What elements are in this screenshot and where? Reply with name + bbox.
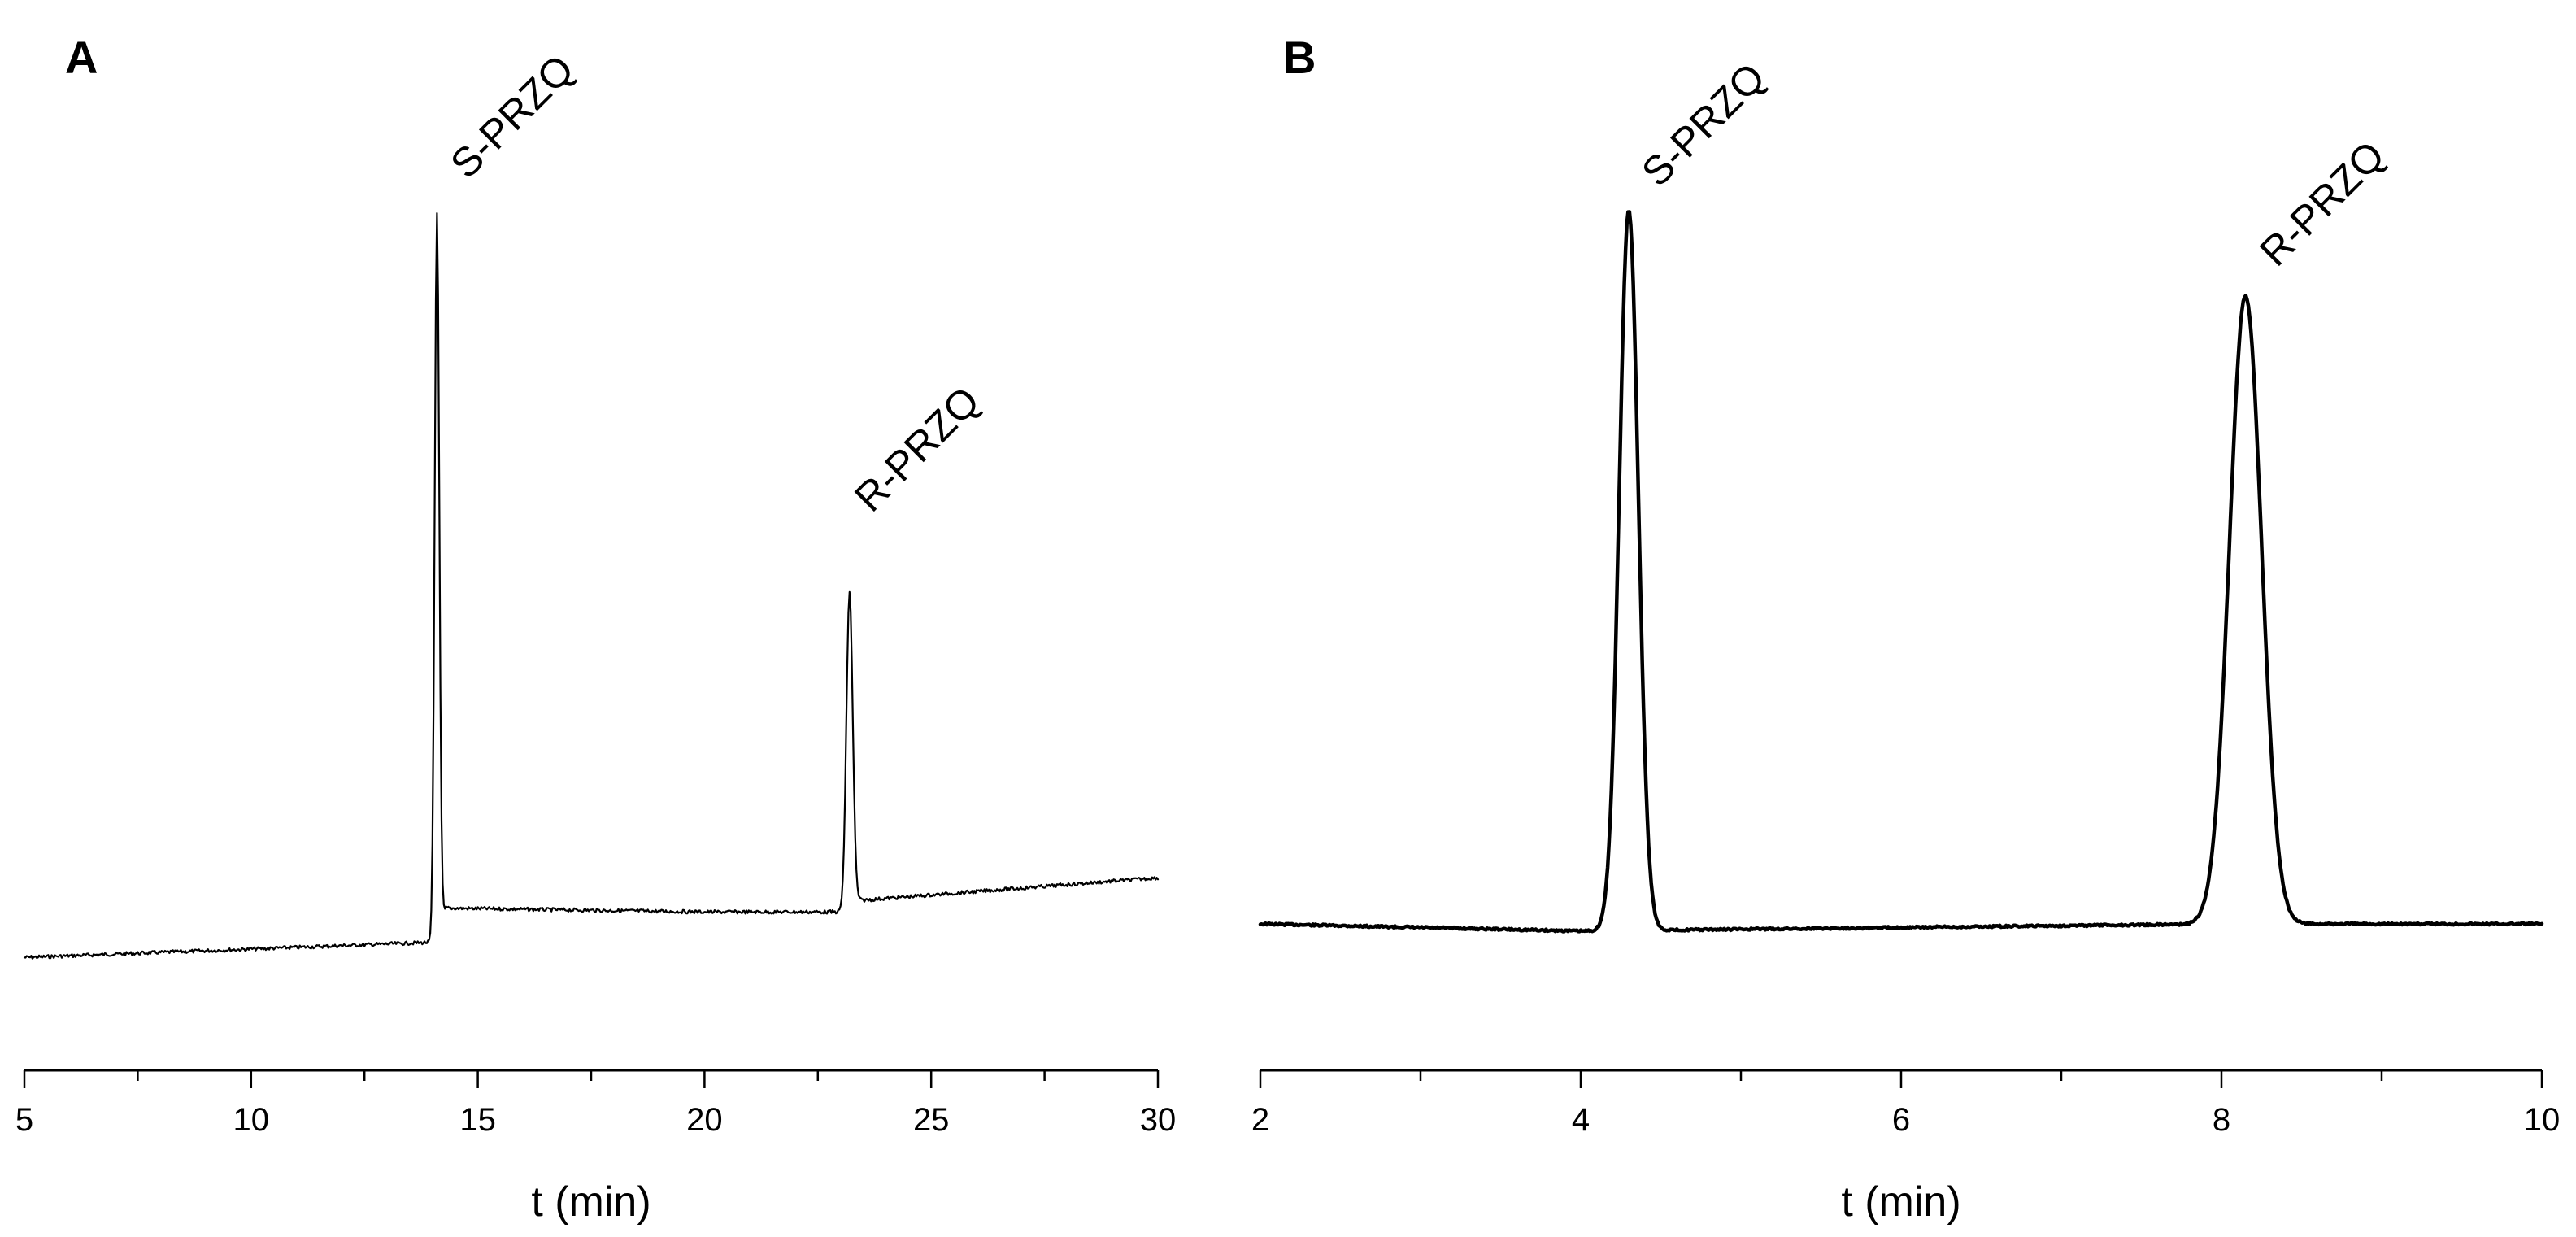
panel-b-peak-label-s-przq: S-PRZQ: [1633, 54, 1773, 195]
panel-a-trace: [23, 212, 1160, 960]
panel-b: B 2 4 6 8 10 t (min) S-PRZQ R-PRZQ: [1251, 32, 2560, 1226]
panel-b-peak-label-r-przq: R-PRZQ: [2251, 133, 2393, 275]
x-tick-label: 6: [1892, 1102, 1910, 1138]
x-tick-label: 25: [913, 1102, 950, 1138]
x-tick-label: 8: [2213, 1102, 2230, 1138]
panel-a-peak-label-s-przq: S-PRZQ: [442, 46, 582, 187]
panel-a-label: A: [65, 32, 98, 83]
x-tick-label: 15: [459, 1102, 496, 1138]
panel-a-x-axis-label: t (min): [531, 1178, 651, 1226]
x-tick-label: 2: [1251, 1102, 1269, 1138]
x-tick-label: 10: [233, 1102, 270, 1138]
x-tick-label: 4: [1572, 1102, 1590, 1138]
x-tick-label: 30: [1140, 1102, 1177, 1138]
panel-b-trace: [1258, 210, 2544, 934]
panel-b-ticks: 2 4 6 8 10: [1251, 1070, 2560, 1138]
x-tick-label: 5: [15, 1102, 33, 1138]
panel-b-x-axis-label: t (min): [1841, 1178, 1960, 1226]
panel-b-label: B: [1283, 32, 1316, 83]
x-tick-label: 20: [686, 1102, 723, 1138]
panel-a: A 5 10 15 20 25 30 t (min) S-PRZQ R-PRZQ: [15, 32, 1176, 1226]
panel-a-ticks: 5 10 15 20 25 30: [15, 1070, 1176, 1138]
panel-a-peak-label-r-przq: R-PRZQ: [846, 378, 988, 520]
x-tick-label: 10: [2524, 1102, 2561, 1138]
